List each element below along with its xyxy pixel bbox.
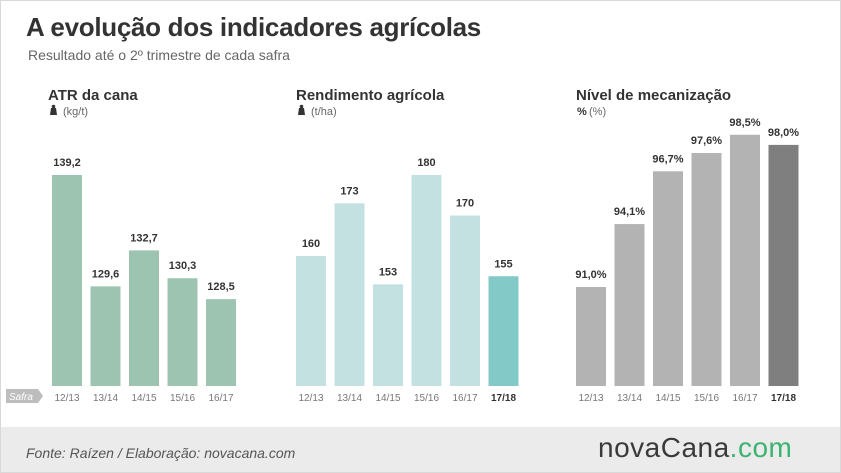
chart-1-data-label: 128,5 [207,281,235,293]
chart-2-data-label: 155 [494,258,512,270]
chart-1-unit: (kg/t) [63,106,88,118]
chart-2-x-tick-label: 16/17 [452,393,477,404]
chart-2-data-label: 173 [340,185,358,197]
chart-2-x-tick-label: 12/13 [298,393,323,404]
chart-2-bar [411,175,442,386]
chart-3-title: Nível de mecanização [576,87,731,104]
chart-3-data-label: 96,7% [652,153,683,165]
chart-2-weight-icon-top [299,104,304,109]
chart-1-data-label: 130,3 [169,260,197,272]
chart-1-x-tick-label: 13/14 [93,393,118,404]
chart-3-data-label: 97,6% [691,135,722,147]
chart-2-x-tick-label: 13/14 [337,393,362,404]
footer-bar [1,427,840,472]
page-subtitle: Resultado até o 2º trimestre de cada saf… [28,47,290,63]
chart-1-weight-icon-top [51,104,56,109]
chart-3-unit: (%) [589,106,606,118]
chart-2-data-label: 170 [456,198,474,210]
chart-3-bar [730,134,760,386]
chart-3-x-tick-label: 14/15 [655,393,680,404]
chart-2-x-tick-label: 15/16 [414,393,439,404]
chart-3-bar [653,171,683,386]
chart-2-unit: (t/ha) [311,106,337,118]
logo-main: novaCana [598,432,730,463]
source-credit: Fonte: Raízen / Elaboração: novacana.com [26,445,296,461]
page-title: A evolução dos indicadores agrícolas [26,12,481,42]
novacana-logo: novaCana.com [598,432,792,464]
chart-1-bar [206,299,236,386]
safra-axis-tag [6,389,43,403]
chart-1-bar [167,278,198,386]
chart-1-x-tick-label: 15/16 [170,393,195,404]
chart-1-bar [129,250,159,386]
chart-3-bar [576,287,606,386]
chart-3-bar [614,224,645,386]
logo-dot: . [729,432,738,463]
chart-1-weight-icon [50,108,57,115]
chart-2-title: Rendimento agrícola [296,87,445,104]
chart-1-title: ATR da cana [48,87,138,104]
chart-2-data-label: 160 [302,238,320,250]
chart-3-data-label: 98,0% [768,127,799,139]
chart-1-x-tick-label: 16/17 [208,393,233,404]
chart-3-percent-icon: % [577,106,587,118]
chart-3-x-tick-label: 16/17 [732,393,757,404]
chart-2-weight-icon [298,108,305,115]
chart-2-data-label: 180 [417,157,435,169]
chart-1-data-label: 129,6 [92,268,120,280]
chart-3-bar [691,153,722,386]
chart-2-bar [373,284,403,386]
chart-3-x-tick-label: 12/13 [578,393,603,404]
chart-1-x-tick-label: 14/15 [131,393,156,404]
chart-2-x-tick-label: 17/18 [491,393,516,404]
chart-3-data-label: 94,1% [614,206,645,218]
safra-axis-label: Safra [9,392,33,403]
chart-2-bar [450,215,480,386]
chart-1-bar [90,286,121,386]
chart-3-bar [768,144,799,386]
chart-1-x-tick-label: 12/13 [54,393,79,404]
chart-3-x-tick-label: 13/14 [617,393,642,404]
chart-3-x-tick-label: 17/18 [771,393,796,404]
chart-1-data-label: 139,2 [53,157,81,169]
logo-com: com [737,432,793,463]
chart-2-data-label: 153 [379,266,397,278]
chart-2-bar [296,256,326,386]
chart-2-x-tick-label: 14/15 [375,393,400,404]
chart-2-bar [334,203,365,386]
chart-3-x-tick-label: 15/16 [694,393,719,404]
chart-3-data-label: 98,5% [729,117,760,129]
chart-1-data-label: 132,7 [130,232,158,244]
chart-1-bar [52,175,82,386]
chart-3-data-label: 91,0% [575,269,606,281]
chart-2-bar [488,276,519,386]
